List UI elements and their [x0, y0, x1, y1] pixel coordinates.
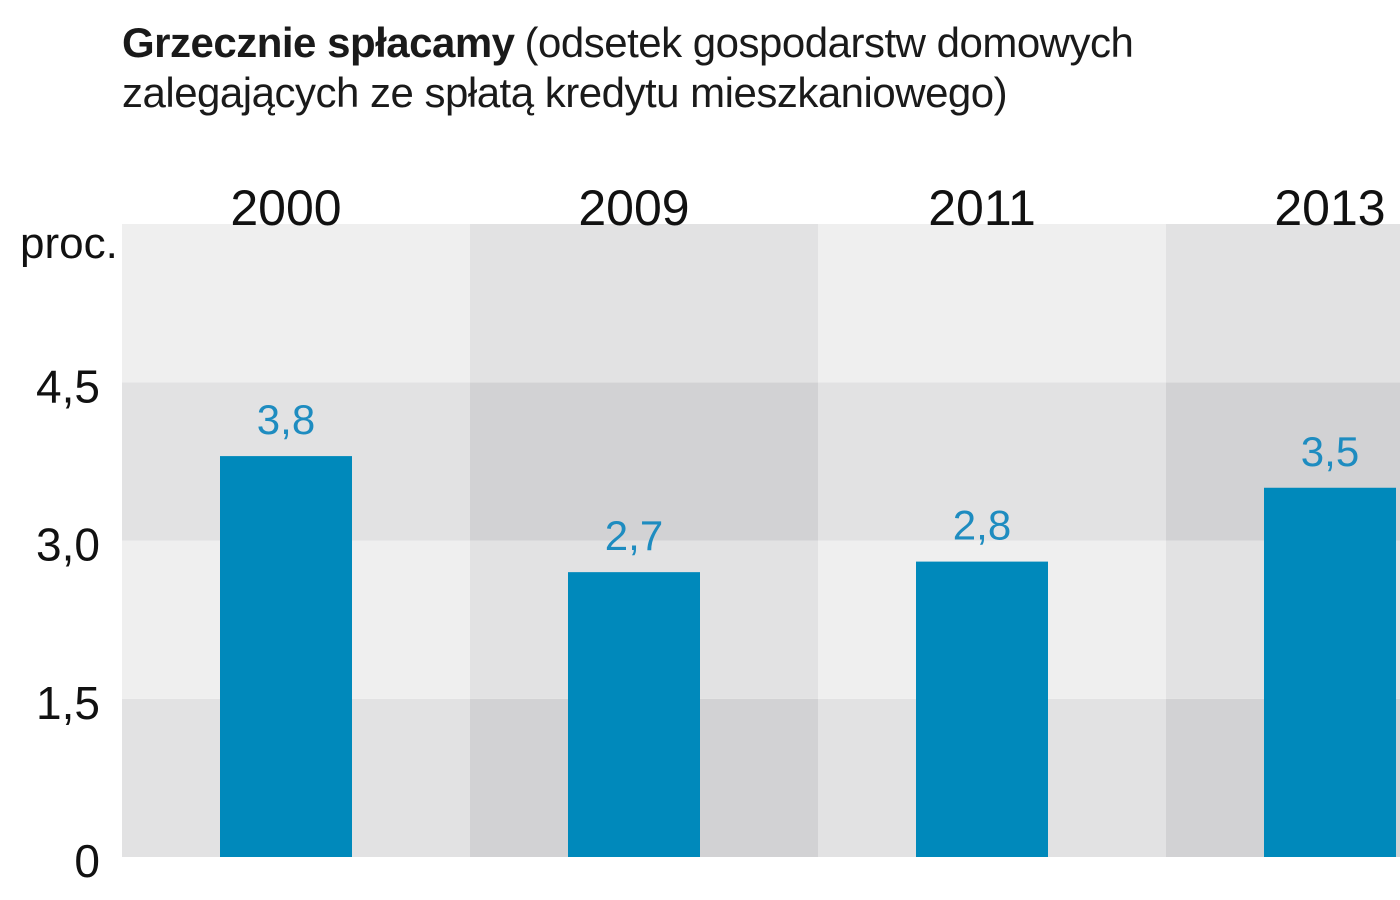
- x-tick-label-2000: 2000: [230, 180, 341, 236]
- x-tick-label-2011: 2011: [928, 180, 1036, 236]
- y-axis-label: proc.: [20, 219, 118, 268]
- y-tick-label: 4,5: [36, 360, 100, 412]
- chart-subtitle-2: zalegających ze spłatą kredytu mieszkani…: [122, 69, 1008, 116]
- y-tick-label: 1,5: [36, 677, 100, 729]
- background-band: [1166, 224, 1400, 383]
- title-line-1: Grzecznie spłacamy (odsetek gospodarstw d…: [122, 18, 1382, 68]
- chart-subtitle-1: (odsetek gospodarstw domowych: [524, 19, 1134, 66]
- bar-2011: [916, 561, 1048, 857]
- data-label-2000: 3,8: [257, 396, 315, 443]
- x-tick-label-2013: 2013: [1274, 180, 1385, 236]
- bar-2000: [220, 456, 352, 857]
- bar-2013: [1264, 487, 1396, 857]
- data-label-2011: 2,8: [953, 502, 1011, 549]
- x-tick-label-2009: 2009: [578, 180, 689, 236]
- background-band: [818, 382, 1166, 541]
- background-band: [470, 382, 818, 541]
- chart-title-block: Grzecznie spłacamy (odsetek gospodarstw d…: [122, 18, 1382, 118]
- y-tick-label: 3,0: [36, 519, 100, 571]
- background-band: [122, 224, 470, 383]
- data-label-2009: 2,7: [605, 512, 663, 559]
- chart-title: Grzecznie spłacamy: [122, 19, 515, 66]
- bar-2009: [568, 572, 700, 857]
- y-tick-label: 0: [74, 835, 100, 887]
- background-band: [818, 224, 1166, 383]
- data-label-2013: 3,5: [1301, 428, 1359, 475]
- background-band: [470, 224, 818, 383]
